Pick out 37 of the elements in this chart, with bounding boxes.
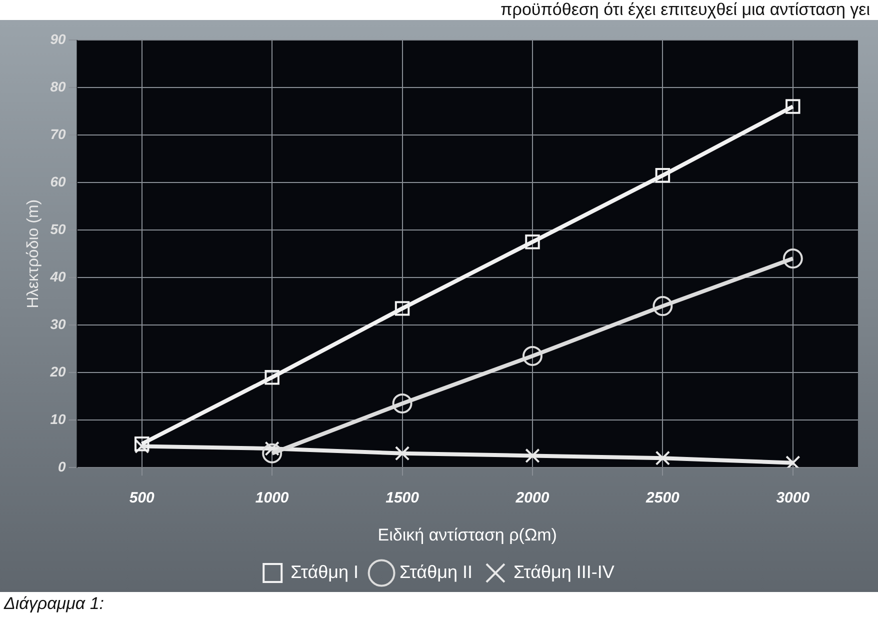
y-tick-label: 50 [50,220,66,237]
x-tick-label: 1000 [255,490,290,507]
point [262,443,282,464]
x-axis-title: Ειδική αντίσταση ρ(Ωm) [378,525,557,544]
y-tick-label: 60 [50,173,66,190]
x-tick-label: 2500 [645,490,680,507]
x-tick-label: 500 [129,490,156,507]
text: Διάγραμμα 1: [4,594,104,614]
point [392,393,412,414]
point [394,301,410,316]
y-tick-label: 80 [50,78,66,94]
x-tick-label: 2000 [514,490,550,507]
y-tick-label: 30 [50,316,66,332]
x-tick-label: 3000 [776,490,810,507]
y-tick-label: 0 [58,458,66,474]
y-tick-label: 20 [49,363,66,380]
point [522,346,542,366]
y-axis-title: Ηλεκτρόδιο (m) [25,199,42,308]
legend-label: Στάθμη I [290,562,359,582]
legend-label: Στάθμη II [400,562,472,582]
point [786,455,800,468]
y-tick-label: 40 [49,268,66,284]
point [525,234,540,250]
point [655,168,670,183]
point [782,248,803,269]
y-tick-label: 90 [50,30,66,47]
y-tick-label: 70 [50,126,66,142]
y-tick-label: 10 [50,410,66,427]
point [394,446,410,461]
legend-label: Στάθμη III-IV [513,562,614,582]
point [786,99,800,114]
point [264,370,280,385]
text: προϋπόθεση ότι έχει επιτευχθεί μια αντίσταση γει [500,0,870,20]
x-tick-label: 1500 [386,490,420,507]
point [525,448,540,464]
point [655,450,670,466]
point [652,296,673,316]
